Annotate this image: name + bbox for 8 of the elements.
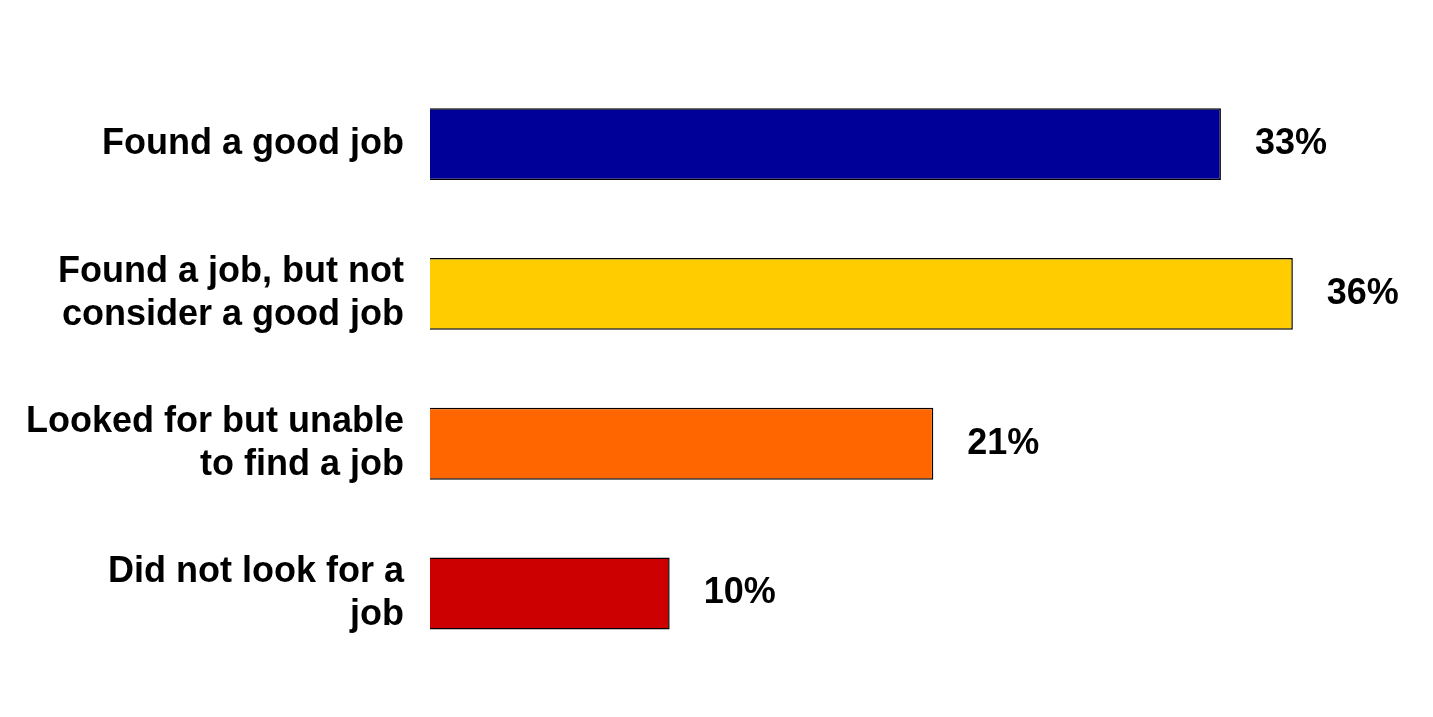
y-tick-label: Did not look for a job (108, 548, 405, 634)
data-label: 33% (1254, 121, 1327, 163)
data-label: 21% (967, 420, 1040, 462)
data-label: 36% (1326, 270, 1399, 312)
y-tick-label: Looked for but unable to find a job (26, 399, 404, 484)
y-tick-label: Found a job, but not consider a good job (58, 249, 404, 334)
y-tick-label: Found a good job (102, 121, 404, 163)
data-label: 10% (703, 570, 776, 612)
